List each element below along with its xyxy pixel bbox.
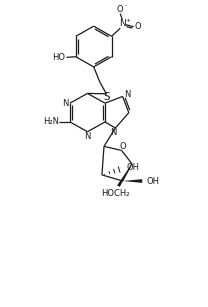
Text: HOCH₂: HOCH₂ bbox=[101, 189, 130, 198]
Text: N: N bbox=[62, 99, 69, 108]
Text: N: N bbox=[124, 90, 130, 99]
Text: O: O bbox=[119, 142, 126, 151]
Text: N: N bbox=[110, 128, 116, 137]
Polygon shape bbox=[123, 179, 142, 183]
Text: N: N bbox=[84, 132, 91, 141]
Text: OH: OH bbox=[127, 163, 140, 172]
Text: H₂N: H₂N bbox=[43, 117, 59, 126]
Text: OH: OH bbox=[147, 177, 160, 185]
Text: -: - bbox=[125, 3, 127, 8]
Text: O: O bbox=[117, 5, 124, 14]
Text: HO: HO bbox=[52, 53, 65, 62]
Text: S: S bbox=[104, 92, 110, 103]
Text: O: O bbox=[135, 22, 141, 31]
Polygon shape bbox=[117, 164, 132, 187]
Text: +: + bbox=[125, 18, 131, 23]
Text: N: N bbox=[119, 19, 126, 28]
